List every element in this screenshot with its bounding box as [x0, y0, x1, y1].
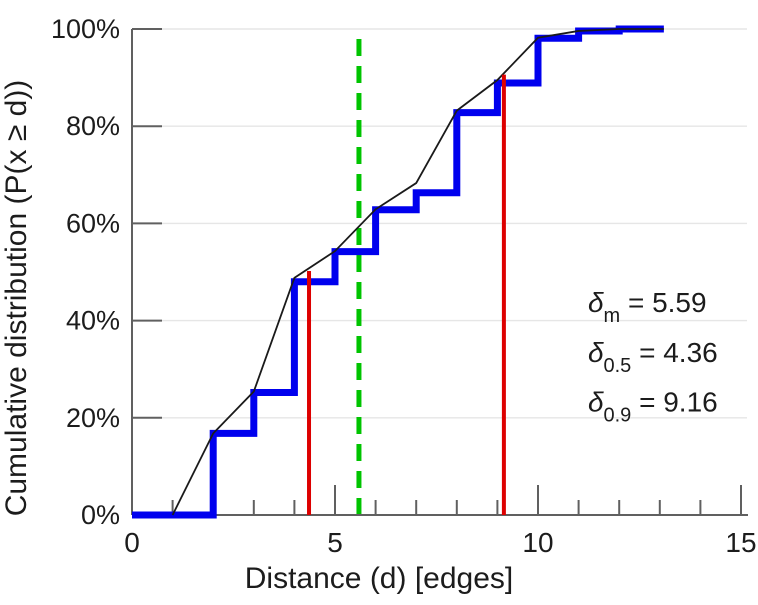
- annotation-line: δ0.9 = 9.16: [588, 386, 718, 426]
- y-tick-label: 80%: [66, 111, 120, 141]
- annotation-line: δ0.5 = 4.36: [588, 337, 718, 377]
- cdf-step-curve: [132, 25, 664, 519]
- x-tick-label: 15: [725, 527, 756, 558]
- x-tick-label: 5: [327, 527, 343, 558]
- cdf-interpolated-curve: [171, 28, 664, 516]
- y-tick-label: 20%: [66, 403, 120, 433]
- x-tick-label: 10: [522, 527, 553, 558]
- x-tick-label: 0: [124, 527, 140, 558]
- y-tick-label: 0%: [81, 500, 120, 530]
- y-tick-label: 60%: [66, 208, 120, 238]
- x-axis-title: Distance (d) [edges]: [245, 562, 513, 595]
- annotation-line: δm = 5.59: [588, 287, 707, 327]
- y-tick-label: 40%: [66, 306, 120, 336]
- y-tick-label: 100%: [51, 14, 120, 44]
- y-axis-title: Cumulative distribution (P(x ≥ d)): [0, 80, 33, 517]
